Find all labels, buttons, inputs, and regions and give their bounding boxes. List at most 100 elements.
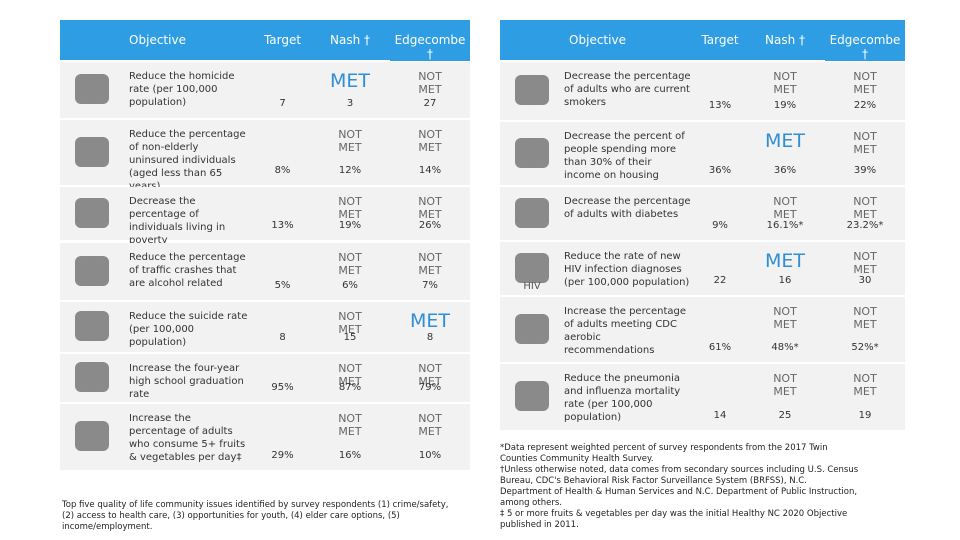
nash-status: NOT MET [773,372,797,399]
edgecombe-status: NOT MET [853,70,877,97]
nash-value: 6% [342,280,358,291]
icon [75,311,109,341]
icon [515,137,549,168]
nash-status: NOT MET [773,195,797,222]
edgecombe-value: 19 [858,410,872,421]
row-bg [500,364,905,430]
target: 8% [274,165,291,176]
nash-value: 87% [338,382,362,393]
nash-status: NOT MET [338,251,362,278]
row-bg [500,62,905,120]
icon [515,197,549,228]
edgecombe-value: 23.2%* [846,220,884,231]
edgecombe-value: 39% [853,165,877,176]
edgecombe-status: NOT MET [853,195,877,222]
icon [515,313,549,344]
icon [75,197,109,228]
nash-value: 15 [343,332,357,343]
icon [515,252,549,283]
icon [75,255,109,286]
icon [75,362,109,392]
row-bg [500,297,905,362]
edgecombe-status: MET [409,310,450,332]
target: 7 [279,98,286,109]
nash-status: NOT MET [338,362,362,389]
row-bg [60,62,470,118]
nash-status: MET [329,70,370,92]
header-cell: Target [255,33,310,47]
target: 36% [708,165,732,176]
nash-value: 16% [338,450,362,461]
row-bg [60,404,470,470]
edgecombe-value: 22% [853,100,877,111]
row-bg [500,242,905,295]
icon [75,421,109,451]
nash-status: MET [764,250,805,272]
edgecombe-status: NOT MET [853,372,877,399]
objective: Reduce the homicide rate (per 100,000 po… [129,71,235,108]
objective: Reduce the rate of new HIV infection dia… [564,251,690,288]
objective: Decrease the percentage of adults with d… [564,196,691,220]
objective: Increase the percentage of adults meetin… [564,306,687,356]
objective: Decrease the percentage of adults who ar… [564,71,691,108]
target: 13% [271,220,294,231]
icon [75,136,109,167]
nash-value: 12% [338,165,362,176]
footnotes: *Data represent weighted percent of surv… [500,443,860,531]
nash-value: 19% [338,220,362,231]
edgecombe-value: 10% [418,450,442,461]
target: 95% [271,382,294,393]
edgecombe-status: NOT MET [853,130,877,157]
header-cell: Objective [505,33,690,47]
objective: Decrease the percentage of individuals l… [129,196,226,246]
nash-status: NOT MET [338,412,362,439]
footnote: ‡ 5 or more fruits & vegetables per day … [500,509,848,531]
target: 8 [279,332,286,343]
row-bg [500,187,905,240]
edgecombe-status: NOT MET [418,70,442,97]
nash-status: MET [764,130,805,152]
row-bg [60,187,470,240]
edgecombe-status: NOT MET [418,251,442,278]
header-cell: Nash † [745,33,825,47]
nash-value: 3 [346,98,354,109]
edgecombe-value: 30 [858,275,872,286]
edgecombe-value: 14% [418,165,442,176]
nash-value: 19% [773,100,797,111]
objective: Decrease the percent of people spending … [564,131,685,181]
icon [515,381,549,411]
target: 22 [713,275,727,286]
icon-label: HIV [523,281,541,292]
nash-status: NOT MET [338,310,362,337]
objective: Increase the percentage of adults who co… [129,413,246,463]
edgecombe-status: NOT MET [418,362,442,389]
header-cell: Target [695,33,745,47]
icon [75,74,109,104]
header-cell: Edgecombe † [825,33,905,61]
edgecombe-status: NOT MET [418,128,442,155]
target: 9% [712,220,728,231]
row-bg [60,120,470,185]
objective: Reduce the percentage of non-elderly uni… [129,129,246,192]
edgecombe-value: 26% [418,220,442,231]
edgecombe-status: NOT MET [418,412,442,439]
edgecombe-value: 79% [418,382,442,393]
target: 29% [271,450,294,461]
row-bg [60,243,470,300]
row-bg [500,122,905,185]
row-bg [60,354,470,402]
nash-status: NOT MET [773,305,797,332]
nash-status: NOT MET [773,70,797,97]
header-cell: Edgecombe † [390,33,470,61]
nash-value: 16 [778,275,792,286]
nash-value: 25 [778,410,792,421]
edgecombe-value: 52%* [851,342,879,353]
edgecombe-status: NOT MET [853,305,877,332]
target: 61% [708,342,732,353]
objective: Reduce the suicide rate (per 100,000 pop… [129,311,248,348]
nash-value: 48%* [771,342,799,353]
row-bg [60,302,470,352]
target: 5% [274,280,291,291]
edgecombe-value: 7% [422,280,438,291]
footnote: *Data represent weighted percent of surv… [500,443,828,465]
